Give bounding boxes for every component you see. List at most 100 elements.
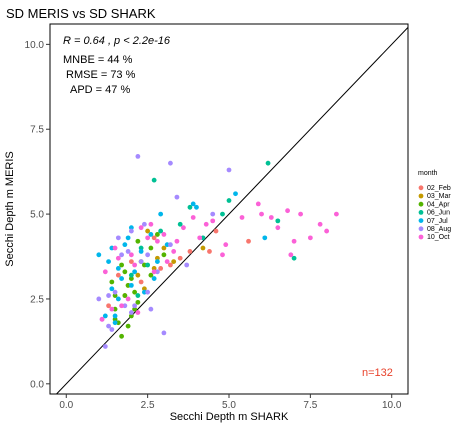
- data-point: [151, 269, 157, 275]
- y-tick-label: 2.5: [30, 294, 44, 305]
- data-point: [128, 276, 134, 281]
- data-point: [174, 238, 180, 244]
- legend-label: 02_Feb: [427, 185, 451, 192]
- data-point: [171, 259, 177, 265]
- data-point: [161, 252, 167, 258]
- chart-title: SD MERIS vs SD SHARK: [6, 6, 156, 21]
- data-point: [148, 306, 154, 312]
- data-point: [122, 242, 128, 248]
- data-point: [213, 228, 219, 234]
- data-point: [135, 299, 141, 305]
- data-point: [161, 232, 167, 237]
- y-tick-label: 10.0: [25, 40, 45, 51]
- data-point: [138, 249, 144, 254]
- data-point: [112, 316, 118, 322]
- data-point: [177, 221, 183, 227]
- data-point: [298, 211, 303, 217]
- data-point: [102, 344, 108, 349]
- data-point: [135, 293, 141, 298]
- legend-label: 08_Aug: [427, 226, 451, 233]
- legend-title: month: [418, 170, 438, 177]
- y-tick-label: 7.5: [30, 125, 44, 136]
- legend-swatch: [418, 226, 424, 232]
- y-axis-label: Secchi Depth m MERIS: [4, 151, 16, 267]
- data-point: [181, 225, 186, 231]
- data-point: [158, 211, 164, 217]
- data-point: [109, 286, 115, 292]
- data-point: [184, 262, 190, 268]
- data-point: [155, 255, 160, 261]
- data-point: [285, 208, 290, 214]
- data-point: [132, 289, 138, 295]
- data-point: [275, 218, 281, 224]
- x-tick-label: 0.0: [59, 400, 73, 411]
- stats-rmse: RMSE = 73 %: [66, 69, 136, 81]
- x-tick-label: 10.0: [382, 400, 402, 411]
- data-point: [148, 221, 154, 227]
- data-point: [141, 286, 147, 292]
- data-point: [265, 160, 271, 166]
- data-point: [128, 228, 134, 234]
- data-point: [148, 245, 154, 251]
- data-point: [119, 276, 124, 281]
- data-point: [102, 313, 108, 319]
- data-point: [164, 259, 170, 265]
- data-point: [207, 249, 212, 254]
- data-point: [96, 252, 102, 258]
- data-point: [194, 204, 199, 210]
- data-point: [275, 225, 281, 231]
- x-axis-label: Secchi Depth m SHARK: [170, 411, 289, 423]
- data-point: [187, 204, 193, 210]
- data-point: [255, 201, 261, 207]
- data-point: [262, 235, 268, 241]
- data-point: [151, 177, 157, 183]
- data-point: [151, 235, 157, 241]
- data-point: [112, 320, 118, 326]
- data-point: [125, 323, 131, 329]
- data-point: [291, 238, 297, 244]
- data-point: [145, 235, 151, 241]
- data-point: [125, 296, 131, 302]
- data-point: [125, 235, 131, 241]
- data-point: [226, 198, 232, 203]
- data-point: [203, 221, 209, 227]
- data-point: [96, 296, 102, 302]
- data-point: [119, 333, 124, 339]
- stats-apd: APD = 47 %: [70, 84, 130, 96]
- data-point: [171, 249, 177, 254]
- data-point: [288, 252, 294, 258]
- data-point: [174, 194, 180, 200]
- data-point: [112, 289, 118, 295]
- data-point: [168, 242, 173, 248]
- data-point: [259, 211, 264, 217]
- data-point: [200, 245, 206, 251]
- data-point: [148, 232, 154, 237]
- data-point: [161, 330, 167, 336]
- data-point: [128, 282, 134, 288]
- data-point: [122, 293, 128, 298]
- data-point: [112, 245, 118, 251]
- legend-label: 03_Mar: [427, 193, 451, 200]
- data-point: [161, 245, 167, 251]
- data-point: [132, 269, 138, 275]
- data-point: [106, 323, 111, 329]
- data-point: [115, 235, 121, 241]
- legend-swatch: [418, 218, 424, 224]
- data-point: [119, 262, 124, 268]
- data-point: [317, 221, 323, 227]
- data-point: [155, 259, 160, 265]
- data-point: [145, 252, 151, 258]
- data-point: [307, 235, 313, 241]
- data-point: [145, 289, 151, 295]
- data-point: [210, 218, 216, 224]
- legend-swatch: [418, 185, 424, 191]
- data-point: [168, 262, 173, 268]
- data-point: [197, 235, 203, 241]
- data-point: [128, 272, 134, 278]
- data-point: [135, 153, 141, 159]
- data-point: [115, 296, 121, 302]
- data-point: [132, 262, 138, 268]
